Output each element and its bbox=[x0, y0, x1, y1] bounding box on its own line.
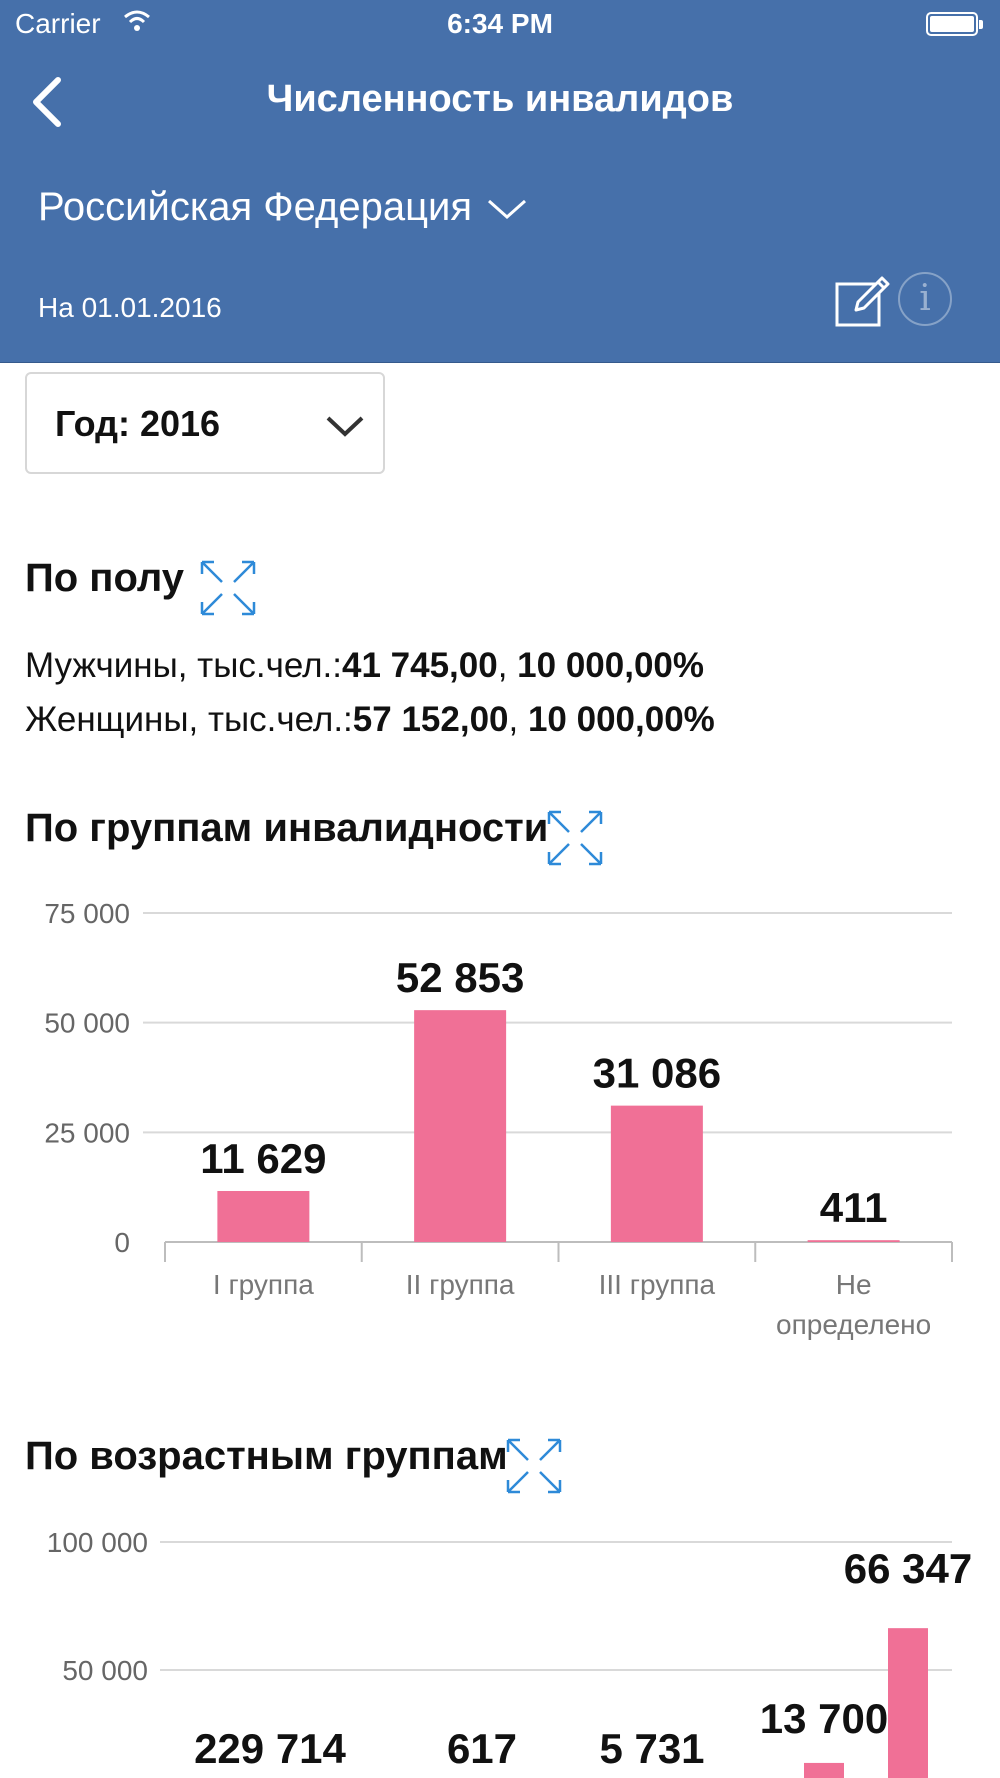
edit-icon[interactable] bbox=[834, 272, 890, 328]
as-of-date: На 01.01.2016 bbox=[38, 292, 222, 323]
gender-row-female: Женщины, тыс.чел.:57 152,00, 10 000,00% bbox=[25, 700, 715, 740]
gender-row-pct: 10 000,00% bbox=[527, 700, 715, 739]
gender-row-male: Мужчины, тыс.чел.:41 745,00, 10 000,00% bbox=[25, 646, 704, 686]
y-tick-label: 50 000 bbox=[44, 1008, 130, 1039]
bar-value-label: 617 bbox=[447, 1725, 517, 1772]
x-tick-label: III группа bbox=[599, 1269, 716, 1300]
clock: 6:34 PM bbox=[447, 8, 553, 39]
expand-icon[interactable] bbox=[198, 558, 258, 618]
x-tick-label: II группа bbox=[406, 1269, 515, 1300]
x-tick-label: Не bbox=[836, 1269, 872, 1300]
wifi-icon bbox=[124, 10, 150, 31]
gender-row-sep: , bbox=[497, 646, 518, 685]
year-dropdown-label: Год: 2016 bbox=[55, 403, 221, 444]
region-label: Российская Федерация bbox=[38, 185, 473, 229]
expand-icon[interactable] bbox=[545, 808, 605, 868]
bar-value-label: 66 347 bbox=[844, 1545, 972, 1592]
gender-row-value: 57 152,00 bbox=[352, 700, 509, 739]
bar bbox=[804, 1762, 844, 1778]
gender-row-pct: 10 000,00% bbox=[517, 646, 704, 685]
gender-row-sep: , bbox=[508, 700, 528, 739]
gender-row-label: Женщины, тыс.чел.: bbox=[25, 700, 353, 739]
info-icon[interactable]: i bbox=[898, 272, 952, 326]
app-header: Carrier 6:34 PM Численность инвалидов Ро… bbox=[0, 0, 1000, 363]
y-tick-label: 25 000 bbox=[44, 1117, 130, 1148]
y-tick-label: 75 000 bbox=[44, 898, 130, 929]
expand-icon[interactable] bbox=[504, 1436, 564, 1496]
bar-value-label: 31 086 bbox=[593, 1050, 721, 1097]
status-bar: Carrier 6:34 PM bbox=[0, 0, 1000, 50]
bar-value-label: 229 714 bbox=[194, 1725, 346, 1772]
chevron-down-icon bbox=[326, 416, 364, 437]
bar-value-label: 11 629 bbox=[200, 1135, 326, 1182]
bar-value-label: 5 731 bbox=[599, 1725, 704, 1772]
year-dropdown[interactable]: Год: 2016 bbox=[25, 372, 385, 474]
bar bbox=[414, 1010, 507, 1242]
battery-icon bbox=[926, 12, 983, 36]
gender-row-label: Мужчины, тыс.чел.: bbox=[25, 646, 342, 685]
gender-row-value: 41 745,00 bbox=[342, 646, 498, 685]
y-tick-label: 50 000 bbox=[62, 1655, 148, 1686]
back-button[interactable] bbox=[22, 72, 72, 132]
y-tick-label: 100 000 bbox=[47, 1527, 148, 1558]
chevron-down-icon bbox=[488, 199, 527, 219]
x-tick-label: определено bbox=[776, 1309, 931, 1340]
bar bbox=[610, 1105, 703, 1242]
region-selector[interactable]: Российская Федерация bbox=[38, 185, 528, 230]
bar bbox=[217, 1190, 310, 1242]
age-group-chart: 50 000 100 000 229 714 617 5 731 13 700 66 347 bbox=[47, 1527, 972, 1778]
bar bbox=[807, 1240, 900, 1242]
x-tick-label: I группа bbox=[213, 1269, 314, 1300]
bar bbox=[888, 1628, 928, 1778]
bar-value-label: 52 853 bbox=[396, 954, 524, 1001]
y-tick-label: 0 bbox=[114, 1227, 130, 1258]
bar-value-label: 411 bbox=[820, 1184, 888, 1231]
carrier-label: Carrier bbox=[15, 8, 101, 39]
disability-group-chart: 0 25 000 50 000 75 000 11 629 I группа 52 853 I… bbox=[44, 898, 953, 1340]
age-group-section-title: По возрастным группам bbox=[25, 1434, 508, 1478]
page-title: Численность инвалидов bbox=[266, 78, 734, 120]
gender-section-title: По полу bbox=[25, 556, 185, 600]
bar-value-label: 13 700 bbox=[760, 1695, 888, 1742]
disability-group-section-title: По группам инвалидности bbox=[25, 806, 549, 850]
